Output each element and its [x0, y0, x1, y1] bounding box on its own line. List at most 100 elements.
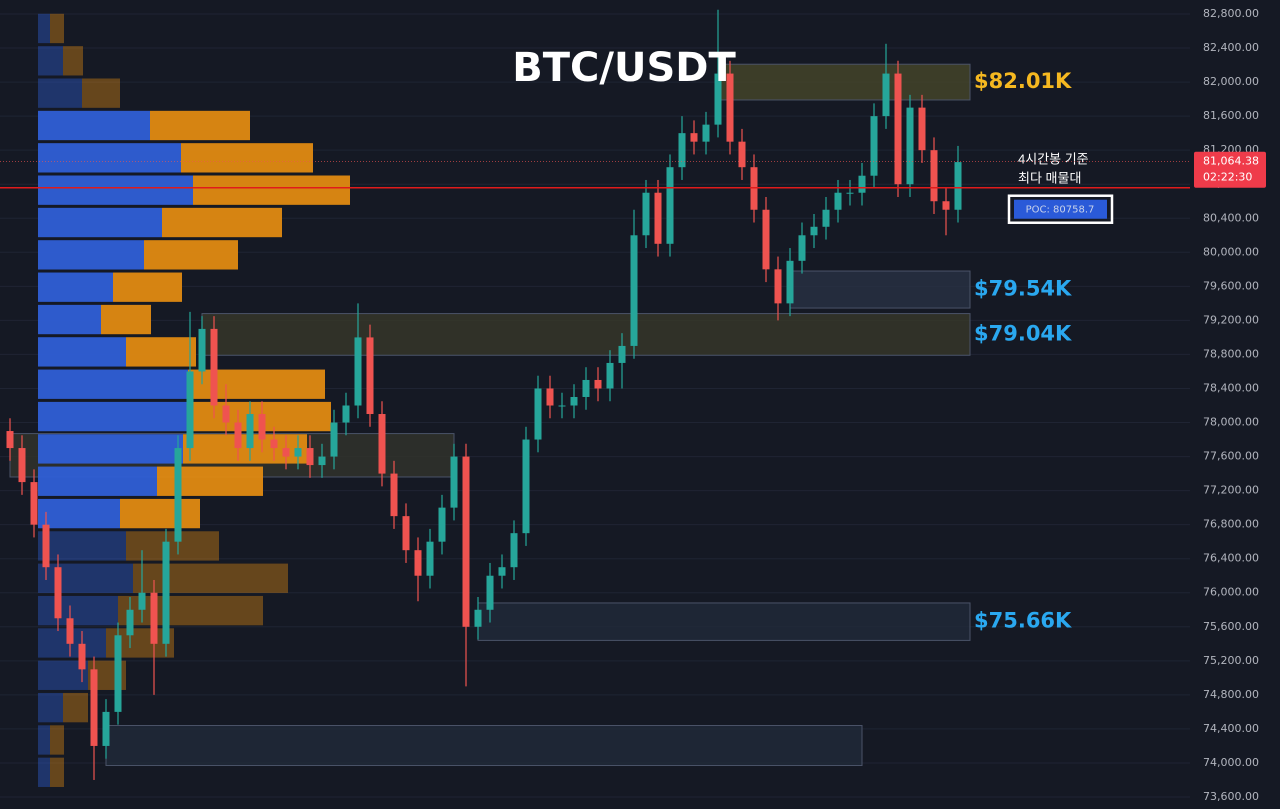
poc-box	[1014, 199, 1107, 219]
candle-body	[234, 422, 242, 449]
profile-bar	[38, 595, 118, 626]
candle-body	[774, 269, 782, 304]
profile-bar	[38, 498, 120, 529]
candle-body	[678, 133, 686, 168]
profile-bar	[38, 401, 193, 432]
profile-bar	[50, 13, 64, 44]
candle-body	[18, 448, 26, 483]
candle-body	[546, 388, 554, 406]
candle-body	[414, 550, 422, 576]
profile-bar	[38, 13, 50, 44]
profile-bar	[38, 46, 63, 76]
profile-bar	[38, 240, 144, 270]
zone	[717, 63, 971, 101]
y-tick-label: 80,000.00	[1203, 245, 1259, 258]
candle-body	[798, 235, 806, 261]
y-tick-label: 77,200.00	[1203, 484, 1259, 497]
candle-body	[558, 405, 566, 407]
profile-bar	[150, 110, 250, 141]
y-tick-label: 74,400.00	[1203, 722, 1259, 735]
candle-body	[90, 669, 98, 746]
candle-body	[918, 107, 926, 151]
profile-bar	[38, 272, 113, 302]
profile-bar	[82, 78, 120, 108]
candle-body	[834, 192, 842, 210]
candle-body	[606, 362, 614, 389]
candle-body	[486, 575, 494, 610]
candle-body	[870, 116, 878, 176]
y-tick-label: 76,000.00	[1203, 586, 1259, 599]
candle-body	[534, 388, 542, 440]
profile-bar	[38, 531, 126, 561]
profile-bar	[120, 498, 200, 529]
candle-body	[702, 124, 710, 142]
y-tick-label: 79,600.00	[1203, 279, 1259, 292]
candle-body	[690, 133, 698, 142]
y-tick-label: 81,600.00	[1203, 109, 1259, 122]
candle-body	[654, 192, 662, 244]
candle-body	[858, 175, 866, 193]
candle-body	[474, 609, 482, 627]
profile-bar	[38, 369, 188, 399]
candle-body	[642, 192, 650, 236]
candle-body	[258, 414, 266, 440]
y-tick-label: 73,600.00	[1203, 790, 1259, 803]
candle-body	[330, 422, 338, 457]
candle-body	[318, 456, 326, 466]
profile-bar	[188, 369, 325, 399]
profile-bar	[38, 757, 50, 787]
annotation: 최다 매물대	[1018, 170, 1081, 185]
y-tick-label: 74,000.00	[1203, 756, 1259, 769]
candle-body	[174, 448, 182, 542]
profile-bar	[38, 304, 101, 335]
candle-body	[306, 448, 314, 466]
candle-body	[210, 328, 218, 406]
profile-bar	[113, 272, 182, 302]
candle-body	[126, 609, 134, 636]
y-tick-label: 80,400.00	[1203, 211, 1259, 224]
y-tick-label: 75,600.00	[1203, 620, 1259, 633]
poc-box-outline	[1007, 194, 1114, 224]
candle-body	[102, 711, 110, 746]
last-price-label: 81,064.38	[1203, 155, 1259, 168]
candle-body	[582, 379, 590, 397]
y-tick-label: 82,400.00	[1203, 41, 1259, 54]
candle-body	[810, 226, 818, 236]
candle-body	[630, 235, 638, 346]
profile-bar	[181, 143, 313, 173]
profile-bar	[38, 207, 162, 238]
y-tick-label: 76,800.00	[1203, 518, 1259, 531]
profile-bar	[38, 434, 183, 464]
candle-body	[186, 371, 194, 449]
candle-body	[162, 541, 170, 644]
profile-bar	[38, 466, 157, 496]
candle-body	[54, 567, 62, 619]
candle-body	[78, 643, 86, 670]
profile-bar	[38, 725, 50, 755]
candle-body	[294, 448, 302, 457]
y-tick-label: 82,800.00	[1203, 7, 1259, 20]
candle-body	[6, 431, 14, 449]
candle-body	[66, 618, 74, 644]
candle-body	[354, 337, 362, 406]
profile-bar	[126, 337, 196, 367]
candle-body	[462, 456, 470, 627]
candle-body	[150, 592, 158, 644]
candle-body	[666, 167, 674, 244]
candle-body	[882, 73, 890, 117]
zone	[105, 725, 863, 767]
candle-body	[450, 456, 458, 508]
candle-body	[822, 209, 830, 227]
candle-body	[42, 524, 50, 568]
candle-body	[714, 73, 722, 125]
candle-body	[786, 260, 794, 304]
profile-bar	[193, 175, 350, 205]
candle-body	[426, 541, 434, 576]
candle-body	[402, 516, 410, 551]
y-tick-label: 77,600.00	[1203, 450, 1259, 463]
zone-label: $79.54K	[974, 277, 1072, 301]
y-tick-label: 75,200.00	[1203, 654, 1259, 667]
candle-body	[570, 396, 578, 406]
candle-body	[222, 405, 230, 423]
countdown: 02:22:30	[1203, 171, 1252, 184]
